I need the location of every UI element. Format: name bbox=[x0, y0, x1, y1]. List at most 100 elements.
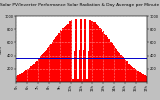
Bar bbox=[123, 57, 124, 82]
Bar bbox=[137, 71, 138, 82]
Bar bbox=[72, 80, 73, 82]
Bar bbox=[87, 80, 88, 82]
Bar bbox=[103, 31, 104, 82]
Bar bbox=[61, 31, 62, 82]
Bar bbox=[146, 76, 147, 82]
Bar bbox=[98, 26, 99, 82]
Bar bbox=[35, 62, 36, 82]
Bar bbox=[27, 69, 28, 82]
Bar bbox=[76, 19, 77, 82]
Bar bbox=[82, 80, 83, 82]
Bar bbox=[55, 37, 56, 82]
Bar bbox=[41, 55, 42, 82]
Bar bbox=[97, 25, 98, 82]
Bar bbox=[116, 49, 117, 82]
Bar bbox=[53, 40, 54, 82]
Bar bbox=[99, 28, 100, 82]
Bar bbox=[112, 45, 113, 82]
Bar bbox=[73, 80, 74, 82]
Bar bbox=[107, 37, 108, 82]
Bar bbox=[29, 68, 30, 82]
Bar bbox=[133, 68, 134, 82]
Bar bbox=[66, 25, 67, 82]
Bar bbox=[42, 54, 43, 82]
Bar bbox=[49, 45, 50, 82]
Bar bbox=[62, 28, 63, 82]
Bar bbox=[51, 44, 52, 82]
Bar bbox=[71, 20, 72, 82]
Bar bbox=[69, 21, 70, 82]
Bar bbox=[44, 52, 45, 82]
Bar bbox=[114, 46, 115, 82]
Bar bbox=[80, 19, 81, 82]
Bar bbox=[59, 33, 60, 82]
Bar bbox=[129, 64, 130, 82]
Bar bbox=[19, 74, 20, 82]
Bar bbox=[22, 73, 23, 82]
Bar bbox=[122, 56, 123, 82]
Bar bbox=[45, 50, 46, 82]
Bar bbox=[144, 75, 145, 82]
Bar bbox=[46, 50, 47, 82]
Bar bbox=[134, 68, 135, 82]
Bar bbox=[48, 47, 49, 82]
Bar bbox=[124, 58, 125, 82]
Bar bbox=[118, 52, 119, 82]
Bar bbox=[75, 19, 76, 82]
Bar bbox=[38, 59, 39, 82]
Bar bbox=[47, 48, 48, 82]
Bar bbox=[121, 55, 122, 82]
Bar bbox=[60, 30, 61, 82]
Bar bbox=[25, 70, 26, 82]
Bar bbox=[58, 33, 59, 82]
Bar bbox=[26, 70, 27, 82]
Bar bbox=[145, 75, 146, 82]
Bar bbox=[105, 35, 106, 82]
Bar bbox=[140, 72, 141, 82]
Bar bbox=[30, 66, 31, 82]
Bar bbox=[128, 64, 129, 82]
Bar bbox=[130, 65, 131, 82]
Bar bbox=[126, 61, 127, 82]
Bar bbox=[132, 66, 133, 82]
Bar bbox=[115, 48, 116, 82]
Bar bbox=[77, 80, 78, 82]
Bar bbox=[68, 24, 69, 82]
Bar bbox=[113, 46, 114, 82]
Bar bbox=[108, 39, 109, 82]
Bar bbox=[36, 61, 37, 82]
Bar bbox=[88, 51, 89, 82]
Bar bbox=[86, 80, 87, 82]
Bar bbox=[65, 26, 66, 82]
Bar bbox=[23, 73, 24, 82]
Bar bbox=[85, 19, 86, 82]
Bar bbox=[54, 39, 55, 82]
Bar bbox=[92, 21, 93, 82]
Bar bbox=[117, 51, 118, 82]
Bar bbox=[33, 64, 34, 82]
Bar bbox=[95, 22, 96, 82]
Bar bbox=[21, 74, 22, 82]
Bar bbox=[120, 55, 121, 82]
Bar bbox=[63, 28, 64, 82]
Bar bbox=[52, 41, 53, 82]
Bar bbox=[141, 73, 142, 82]
Bar bbox=[127, 61, 128, 82]
Bar bbox=[96, 24, 97, 82]
Bar bbox=[28, 69, 29, 82]
Bar bbox=[64, 27, 65, 82]
Bar bbox=[100, 28, 101, 82]
Bar bbox=[110, 42, 111, 82]
Bar bbox=[16, 76, 17, 82]
Bar bbox=[83, 80, 84, 82]
Text: Solar PV/Inverter Performance Solar Radiation & Day Average per Minute: Solar PV/Inverter Performance Solar Radi… bbox=[0, 3, 160, 7]
Bar bbox=[20, 74, 21, 82]
Bar bbox=[119, 53, 120, 82]
Bar bbox=[104, 34, 105, 82]
Bar bbox=[31, 66, 32, 82]
Bar bbox=[90, 20, 91, 82]
Bar bbox=[50, 44, 51, 82]
Bar bbox=[24, 71, 25, 82]
Bar bbox=[111, 42, 112, 82]
Bar bbox=[102, 32, 103, 82]
